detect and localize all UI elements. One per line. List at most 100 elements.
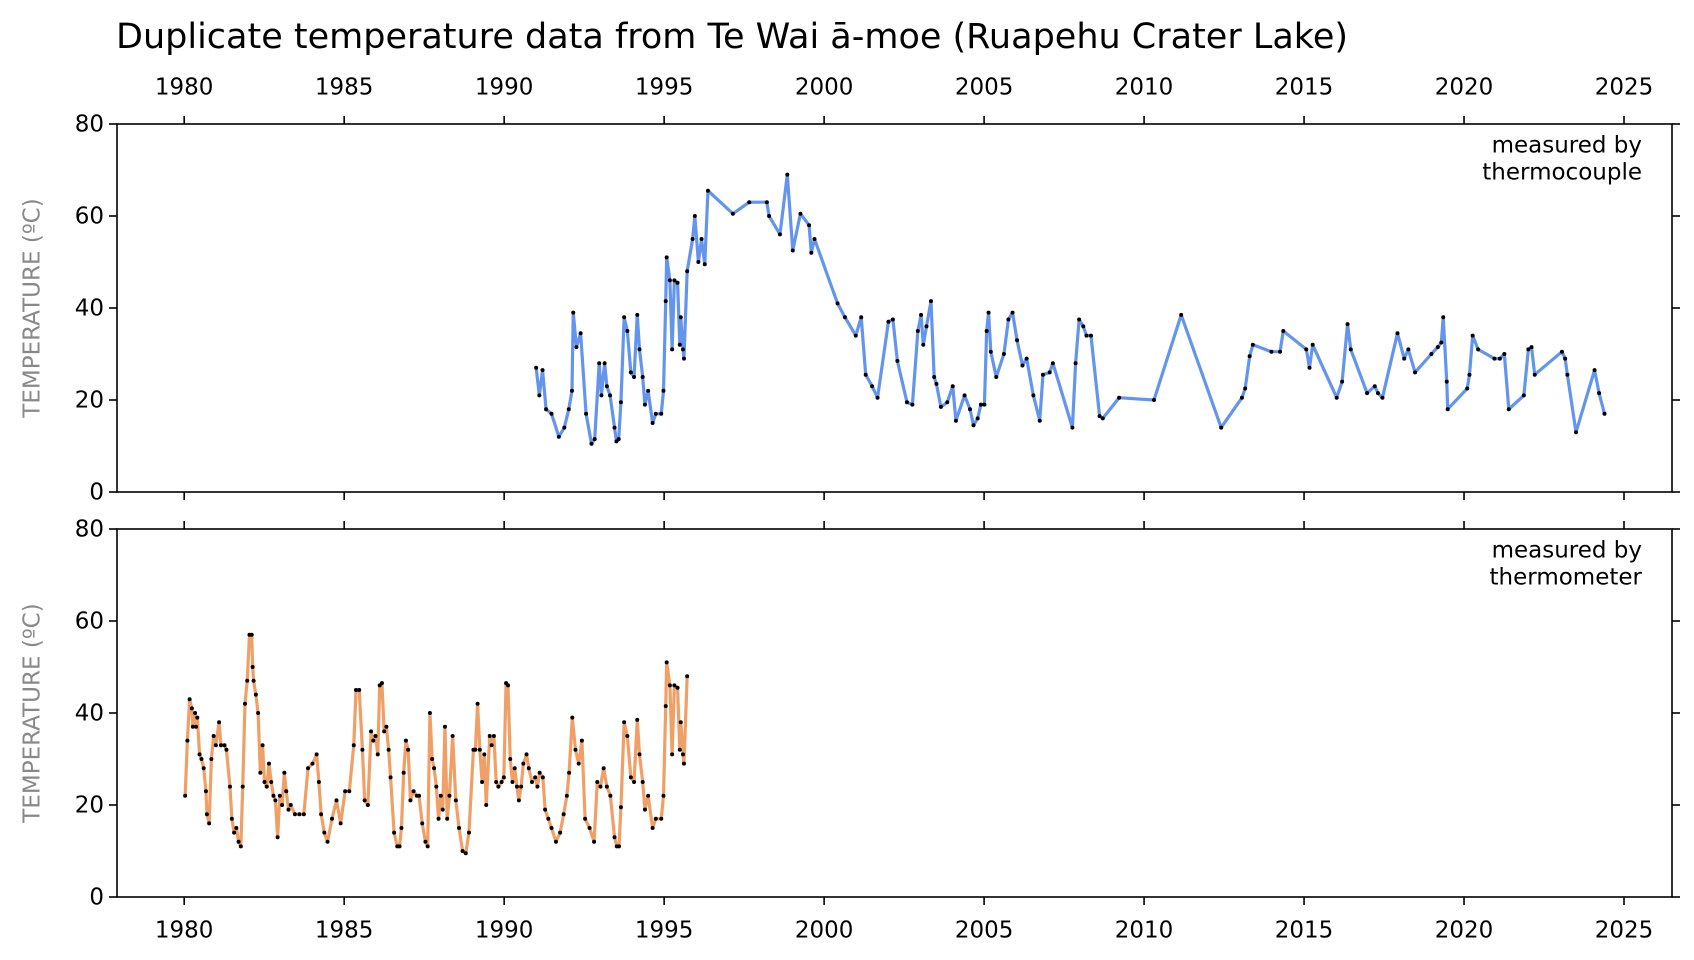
data-point [617, 844, 622, 849]
data-point [650, 421, 655, 425]
data-point [1250, 342, 1255, 347]
panel-annotation: measured by [1492, 133, 1642, 159]
data-point [1375, 391, 1380, 396]
data-point [194, 724, 199, 729]
data-point [978, 402, 983, 407]
data-point [1497, 356, 1502, 361]
data-point [675, 280, 680, 285]
data-point [625, 329, 630, 333]
data-point [229, 816, 234, 821]
data-point [777, 232, 782, 237]
data-point [570, 715, 575, 720]
data-point [258, 770, 263, 775]
data-point [928, 299, 933, 304]
data-point [968, 407, 973, 412]
data-point [672, 278, 677, 283]
data-point [919, 312, 924, 317]
data-point [494, 780, 499, 784]
data-point [672, 683, 677, 688]
data-point [576, 761, 581, 766]
panel-annotation: measured by [1492, 538, 1642, 564]
data-point [487, 734, 492, 738]
data-point [1239, 395, 1244, 400]
data-point [203, 789, 208, 794]
data-point [602, 361, 607, 366]
data-point [277, 793, 282, 798]
data-point [218, 743, 223, 748]
data-point [423, 839, 428, 844]
data-point [640, 375, 645, 379]
data-point [537, 393, 542, 398]
x-tick-label: 1995 [635, 918, 694, 944]
data-point [371, 738, 376, 743]
data-point [195, 715, 200, 720]
data-point [650, 826, 655, 830]
data-point [505, 683, 510, 688]
data-line [183, 633, 689, 855]
data-point [543, 807, 548, 812]
data-point [190, 724, 195, 729]
data-point [835, 301, 840, 306]
data-point [242, 701, 247, 706]
x-tick-label: 2015 [1275, 75, 1334, 101]
data-point [425, 844, 430, 849]
data-point [558, 830, 563, 835]
data-point [1151, 398, 1156, 402]
data-point [653, 411, 658, 416]
data-point [632, 375, 637, 379]
data-point [540, 775, 545, 780]
data-point [253, 692, 258, 697]
data-point [982, 402, 987, 407]
data-point [544, 407, 549, 412]
data-point [519, 784, 524, 789]
data-point [546, 816, 551, 821]
data-point [1269, 349, 1274, 354]
data-point [809, 250, 814, 255]
data-point [1429, 352, 1434, 356]
data-point [501, 775, 506, 780]
data-point [475, 701, 480, 706]
data-point [1243, 386, 1248, 391]
data-point [189, 706, 194, 711]
data-point [681, 752, 686, 757]
data-point [681, 761, 686, 766]
data-point [1084, 333, 1089, 338]
data-point [1031, 393, 1036, 398]
data-point [330, 816, 335, 821]
data-point [480, 780, 485, 784]
data-point [564, 793, 569, 798]
data-point [1532, 372, 1537, 377]
data-point [842, 315, 847, 320]
data-point [1602, 411, 1607, 416]
data-point [297, 812, 302, 817]
data-point [1574, 430, 1579, 435]
data-point [222, 743, 227, 748]
data-point [1441, 315, 1446, 320]
data-point [434, 784, 439, 789]
data-point [628, 370, 633, 375]
data-point [785, 172, 790, 177]
data-point [574, 345, 579, 350]
data-point [599, 393, 604, 398]
data-point [1439, 340, 1444, 345]
data-point [334, 798, 339, 803]
data-point [227, 784, 232, 789]
data-point [512, 766, 517, 771]
data-point [1372, 384, 1377, 389]
data-point [183, 793, 188, 798]
data-point [234, 826, 239, 830]
data-point [578, 331, 583, 336]
data-point [521, 761, 526, 766]
data-point [197, 752, 202, 757]
data-point [209, 757, 214, 761]
data-point [945, 400, 950, 405]
data-point [1179, 312, 1184, 317]
data-point [1278, 349, 1283, 354]
data-point [573, 747, 578, 752]
data-point [664, 660, 669, 665]
data-point [1365, 391, 1370, 396]
data-point [473, 747, 478, 752]
data-point [236, 839, 241, 844]
data-point [533, 775, 538, 780]
